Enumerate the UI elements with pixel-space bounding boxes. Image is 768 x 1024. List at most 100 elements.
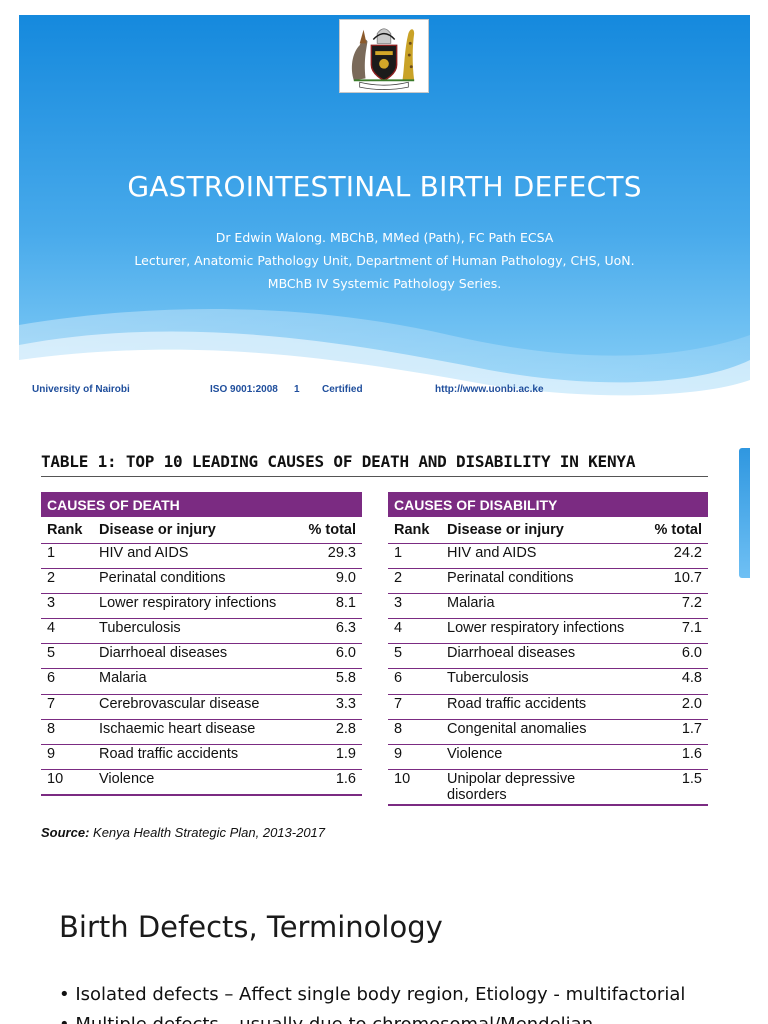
disease-cell: Ischaemic heart disease <box>93 719 293 746</box>
column-header: Disease or injury <box>441 517 639 544</box>
section-heading: Birth Defects, Terminology <box>59 910 443 944</box>
bullet-item: • Multiple defects – usually due to chro… <box>59 1014 593 1024</box>
table-source: Source: Kenya Health Strategic Plan, 201… <box>41 825 325 840</box>
table-row: 9 Violence 1.6 <box>388 744 708 771</box>
column-header: Rank <box>41 517 93 544</box>
percent-cell: 6.0 <box>639 643 708 670</box>
causes-of-death-table: CAUSES OF DEATH Rank Disease or injury %… <box>41 492 362 796</box>
percent-cell: 6.0 <box>293 643 362 670</box>
footer-page-number: 1 <box>294 384 300 395</box>
table-band-header: CAUSES OF DISABILITY <box>388 492 708 517</box>
disease-cell: Lower respiratory infections <box>441 618 639 645</box>
percent-cell: 4.8 <box>639 668 708 695</box>
percent-cell: 29.3 <box>293 543 362 569</box>
footer-certified: Certified <box>322 384 363 395</box>
table-row: 8 Congenital anomalies 1.7 <box>388 719 708 746</box>
percent-cell: 1.6 <box>639 744 708 771</box>
university-crest <box>339 19 429 93</box>
disease-cell: Malaria <box>441 593 639 620</box>
percent-cell: 7.1 <box>639 618 708 645</box>
percent-cell: 1.9 <box>293 744 362 771</box>
title-divider <box>41 476 708 477</box>
rank-cell: 6 <box>41 668 93 695</box>
title-slide: GASTROINTESTINAL BIRTH DEFECTS Dr Edwin … <box>19 15 750 410</box>
disease-cell: Cerebrovascular disease <box>93 694 293 720</box>
author-line: Dr Edwin Walong. MBChB, MMed (Path), FC … <box>215 230 554 245</box>
table-row: 1 HIV and AIDS 24.2 <box>388 543 708 569</box>
causes-of-disability-table: CAUSES OF DISABILITY Rank Disease or inj… <box>388 492 708 807</box>
percent-cell: 9.0 <box>293 568 362 594</box>
rank-cell: 9 <box>388 744 441 771</box>
table-row: 2 Perinatal conditions 9.0 <box>41 568 362 594</box>
table-title: TABLE 1: TOP 10 LEADING CAUSES OF DEATH … <box>41 452 636 471</box>
rank-cell: 10 <box>388 769 441 807</box>
disease-cell: Violence <box>93 769 293 796</box>
rank-cell: 7 <box>41 694 93 720</box>
rank-cell: 9 <box>41 744 93 771</box>
table-row: 5 Diarrhoeal diseases 6.0 <box>388 643 708 670</box>
disease-cell: Diarrhoeal diseases <box>441 643 639 670</box>
percent-cell: 1.7 <box>639 719 708 746</box>
percent-cell: 24.2 <box>639 543 708 569</box>
rank-cell: 5 <box>41 643 93 670</box>
slide-title: GASTROINTESTINAL BIRTH DEFECTS <box>127 170 642 203</box>
table-row: 10 Unipolar depressive disorders 1.5 <box>388 769 708 807</box>
slide-edge-tab <box>739 448 750 578</box>
source-label: Source: <box>41 825 90 840</box>
column-header: Rank <box>388 517 441 544</box>
rank-cell: 4 <box>388 618 441 645</box>
rank-cell: 7 <box>388 694 441 720</box>
disease-cell: Tuberculosis <box>93 618 293 645</box>
source-text: Kenya Health Strategic Plan, 2013-2017 <box>89 825 326 840</box>
percent-cell: 2.0 <box>639 694 708 720</box>
disease-cell: Congenital anomalies <box>441 719 639 746</box>
percent-cell: 5.8 <box>293 668 362 695</box>
rank-cell: 4 <box>41 618 93 645</box>
table-row: 1 HIV and AIDS 29.3 <box>41 543 362 569</box>
table-band-header: CAUSES OF DEATH <box>41 492 362 517</box>
disease-cell: Violence <box>441 744 639 771</box>
footer-iso: ISO 9001:2008 <box>210 384 278 395</box>
table-row: 6 Malaria 5.8 <box>41 668 362 695</box>
rank-cell: 1 <box>41 543 93 569</box>
series-line: MBChB IV Systemic Pathology Series. <box>267 276 502 291</box>
table-row: 10 Violence 1.6 <box>41 769 362 796</box>
rank-cell: 5 <box>388 643 441 670</box>
percent-cell: 3.3 <box>293 694 362 720</box>
footer-university: University of Nairobi <box>32 384 130 395</box>
rank-cell: 1 <box>388 543 441 569</box>
table-row: 9 Road traffic accidents 1.9 <box>41 744 362 771</box>
disease-cell: Malaria <box>93 668 293 695</box>
disease-cell: Perinatal conditions <box>441 568 639 594</box>
column-header: % total <box>639 517 708 544</box>
table-row: 6 Tuberculosis 4.8 <box>388 668 708 695</box>
table-row: 7 Road traffic accidents 2.0 <box>388 694 708 720</box>
footer-url[interactable]: http://www.uonbi.ac.ke <box>435 384 544 395</box>
disease-cell: Perinatal conditions <box>93 568 293 594</box>
rank-cell: 3 <box>41 593 93 620</box>
percent-cell: 2.8 <box>293 719 362 746</box>
disease-cell: Diarrhoeal diseases <box>93 643 293 670</box>
rank-cell: 10 <box>41 769 93 796</box>
table-row: 4 Lower respiratory infections 7.1 <box>388 618 708 645</box>
affiliation-line: Lecturer, Anatomic Pathology Unit, Depar… <box>134 253 635 268</box>
rank-cell: 8 <box>388 719 441 746</box>
percent-cell: 6.3 <box>293 618 362 645</box>
table-row: 5 Diarrhoeal diseases 6.0 <box>41 643 362 670</box>
disease-cell: HIV and AIDS <box>441 543 639 569</box>
percent-cell: 1.6 <box>293 769 362 796</box>
percent-cell: 7.2 <box>639 593 708 620</box>
university-coat-of-arms-icon <box>351 28 415 90</box>
disease-cell: Road traffic accidents <box>441 694 639 720</box>
disease-cell: Lower respiratory infections <box>93 593 293 620</box>
table-row: 3 Lower respiratory infections 8.1 <box>41 593 362 620</box>
table-row: 8 Ischaemic heart disease 2.8 <box>41 719 362 746</box>
rank-cell: 8 <box>41 719 93 746</box>
disease-cell: Tuberculosis <box>441 668 639 695</box>
disease-cell: Road traffic accidents <box>93 744 293 771</box>
rank-cell: 2 <box>41 568 93 594</box>
rank-cell: 6 <box>388 668 441 695</box>
disease-cell: HIV and AIDS <box>93 543 293 569</box>
rank-cell: 3 <box>388 593 441 620</box>
table-row: 3 Malaria 7.2 <box>388 593 708 620</box>
